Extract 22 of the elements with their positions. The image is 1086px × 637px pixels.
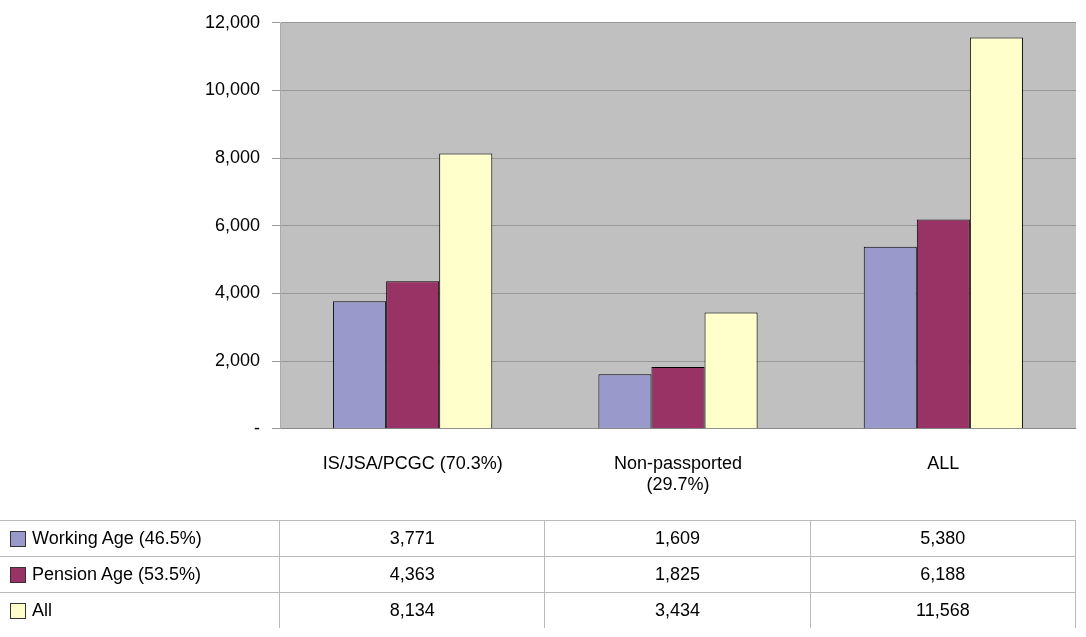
data-label: 1,825 [545,556,811,592]
data-label: 8,134 [280,592,546,628]
x-tick-label: ALL [927,452,960,473]
y-tick-label: 4,000 [214,282,260,303]
data-label: 5,380 [810,520,1076,556]
legend-label: Pension Age (53.5%) [32,564,202,585]
data-label: 1,609 [545,520,811,556]
y-tick-label: 12,000 [204,11,260,32]
x-tick-label: Non-passported (29.7%) [613,452,743,495]
legend-label: Working Age (46.5%) [32,528,202,549]
y-tick-label: 8,000 [214,147,260,168]
x-tick-label: IS/JSA/PCGC (70.3%) [322,452,503,473]
y-tick-label: 2,000 [214,350,260,371]
y-tick-label: 6,000 [214,214,260,235]
data-label: 3,771 [280,520,546,556]
y-tick-label: 10,000 [204,79,260,100]
y-tick-label: - [254,417,260,438]
data-label: 6,188 [810,556,1076,592]
legend-label: All [32,600,53,621]
data-label: 4,363 [280,556,546,592]
data-label: 3,434 [545,592,811,628]
data-label: 11,568 [810,592,1076,628]
